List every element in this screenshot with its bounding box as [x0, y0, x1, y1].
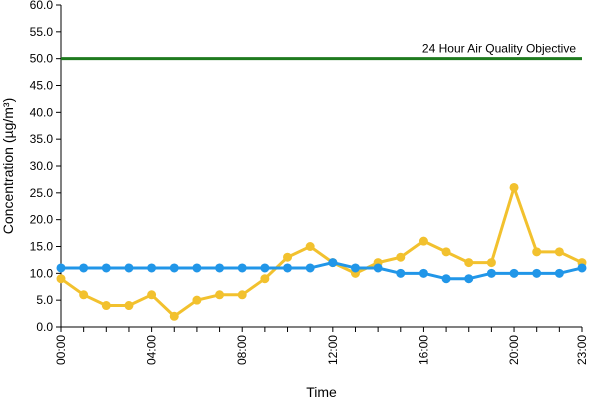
y-tick-label: 60.0 — [30, 0, 54, 12]
x-tick-label: 00:00 — [54, 335, 68, 365]
series-2-point — [237, 263, 247, 273]
series-1-point — [79, 290, 89, 300]
series-2-point — [554, 268, 564, 278]
y-tick-label: 25.0 — [30, 186, 54, 200]
series-2-point — [464, 274, 474, 284]
series-1-line — [60, 185, 583, 318]
x-axis-ticks: 00:00 04:00 08:00 12:00 16:00 20:00 23:00 — [54, 327, 589, 365]
series-1-point — [101, 301, 111, 311]
x-axis-title: Time — [306, 384, 337, 400]
series-2-point — [260, 263, 270, 273]
series-group — [56, 182, 587, 321]
y-tick-label: 5.0 — [36, 293, 53, 307]
series-1-point — [169, 311, 179, 321]
series-1-point — [260, 274, 270, 284]
series-1-point — [396, 252, 406, 262]
x-tick-label: 23:00 — [575, 335, 589, 365]
series-2-point — [486, 268, 496, 278]
series-2-point — [215, 263, 225, 273]
series-1-point — [192, 295, 202, 305]
series-1-point — [441, 247, 451, 257]
series-1-point — [147, 290, 157, 300]
series-2-point — [169, 263, 179, 273]
x-tick-label: 16:00 — [416, 335, 430, 365]
x-tick-label: 12:00 — [326, 335, 340, 365]
series-2-point — [328, 258, 338, 268]
series-2-point — [101, 263, 111, 273]
y-tick-label: 20.0 — [30, 213, 54, 227]
y-axis-title: Concentration (µg/m³) — [0, 98, 16, 234]
series-1-point — [486, 258, 496, 268]
series-1-point — [305, 242, 315, 251]
series-2 — [56, 258, 587, 284]
reference-line-group: 24 Hour Air Quality Objective — [61, 42, 582, 61]
series-1 — [56, 182, 587, 321]
series-2-line — [61, 261, 583, 281]
series-2-point — [577, 263, 587, 273]
series-2-point — [418, 268, 428, 278]
y-tick-label: 30.0 — [30, 159, 54, 173]
y-tick-label: 10.0 — [30, 266, 54, 280]
series-1-point — [215, 290, 225, 300]
series-1-point — [509, 182, 519, 192]
series-2-point — [305, 263, 315, 273]
y-tick-label: 40.0 — [30, 105, 54, 119]
series-2-point — [56, 263, 66, 273]
series-2-point — [350, 263, 360, 273]
series-2-point — [509, 268, 519, 278]
series-2-point — [124, 263, 134, 273]
series-1-point — [464, 258, 474, 268]
series-2-point — [396, 268, 406, 278]
y-tick-label: 0.0 — [36, 320, 53, 334]
x-tick-label: 20:00 — [507, 335, 521, 365]
series-2-point — [192, 263, 202, 273]
y-axis-ticks: 0.0 5.0 10.0 15.0 20.0 25.0 30.0 35.0 40.0 45.0 50… — [30, 0, 61, 334]
series-1-point — [418, 236, 428, 246]
reference-line-label: 24 Hour Air Quality Objective — [422, 42, 576, 56]
series-2-point — [441, 274, 451, 284]
series-2-point — [283, 263, 293, 273]
y-tick-label: 35.0 — [30, 132, 54, 146]
series-1-point — [124, 301, 134, 311]
x-tick-label: 08:00 — [235, 335, 249, 365]
y-tick-label: 55.0 — [30, 25, 54, 39]
series-1-point — [56, 274, 66, 284]
series-1-point — [532, 247, 542, 257]
y-tick-label: 50.0 — [30, 52, 54, 66]
series-2-point — [79, 263, 89, 273]
series-1-point — [237, 290, 247, 300]
series-1-point — [554, 247, 564, 257]
series-2-point — [147, 263, 157, 273]
x-tick-label: 04:00 — [145, 335, 159, 365]
series-1-point — [283, 252, 293, 262]
y-tick-label: 15.0 — [30, 240, 54, 254]
series-2-point — [532, 268, 542, 278]
series-2-point — [373, 263, 383, 273]
y-tick-label: 45.0 — [30, 79, 54, 93]
